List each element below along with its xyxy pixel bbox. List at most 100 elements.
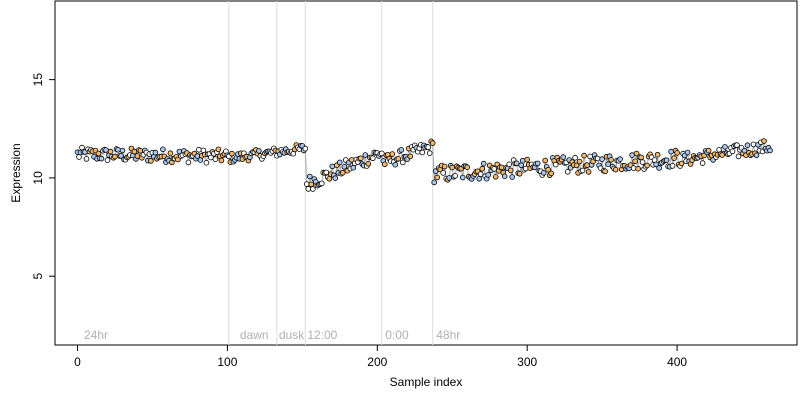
x-tick-label: 300 bbox=[517, 355, 537, 369]
data-point bbox=[587, 153, 593, 160]
timepoint-annotation: dusk bbox=[279, 328, 305, 342]
data-points bbox=[74, 138, 773, 192]
data-point bbox=[498, 164, 505, 171]
data-point bbox=[518, 162, 524, 169]
data-point bbox=[419, 149, 426, 156]
data-point bbox=[552, 161, 559, 168]
data-point bbox=[381, 161, 388, 168]
data-point bbox=[524, 156, 530, 163]
data-point bbox=[632, 158, 638, 165]
data-point bbox=[131, 148, 138, 155]
data-point bbox=[308, 181, 315, 188]
data-point bbox=[729, 148, 736, 155]
data-point bbox=[389, 151, 396, 157]
data-point bbox=[395, 156, 402, 162]
data-point bbox=[599, 156, 605, 162]
data-point bbox=[306, 173, 313, 180]
data-point bbox=[185, 159, 192, 166]
data-point bbox=[548, 170, 554, 177]
data-point bbox=[112, 153, 118, 160]
data-point bbox=[464, 164, 471, 171]
data-point bbox=[506, 161, 513, 168]
data-point bbox=[212, 156, 219, 162]
timepoint-annotation: 24hr bbox=[84, 328, 108, 342]
data-point bbox=[256, 148, 262, 154]
data-point bbox=[699, 160, 706, 166]
data-point bbox=[492, 174, 499, 180]
data-point bbox=[104, 157, 111, 163]
data-point bbox=[440, 170, 447, 176]
y-tick-label: 10 bbox=[31, 171, 45, 185]
data-point bbox=[175, 156, 181, 163]
data-point bbox=[229, 150, 235, 157]
data-point bbox=[76, 154, 82, 160]
timepoint-annotation: 0:00 bbox=[385, 328, 409, 342]
data-point bbox=[167, 150, 174, 157]
data-point bbox=[594, 155, 601, 162]
data-point bbox=[302, 145, 309, 152]
data-point bbox=[617, 156, 623, 162]
data-point bbox=[722, 144, 728, 150]
data-point bbox=[491, 166, 498, 172]
data-point bbox=[407, 153, 414, 160]
timepoint-annotation: 48hr bbox=[436, 328, 460, 342]
data-point bbox=[612, 166, 619, 173]
x-tick-label: 100 bbox=[217, 355, 237, 369]
data-point bbox=[540, 170, 547, 176]
x-tick-label: 200 bbox=[367, 355, 387, 369]
data-point bbox=[579, 167, 586, 174]
data-point bbox=[378, 150, 385, 157]
data-point bbox=[203, 159, 210, 166]
data-point bbox=[744, 142, 751, 149]
data-point bbox=[196, 146, 202, 153]
data-point bbox=[545, 166, 551, 173]
data-point bbox=[399, 159, 406, 166]
data-point bbox=[572, 154, 578, 161]
x-tick-label: 400 bbox=[667, 355, 687, 369]
data-point bbox=[656, 165, 662, 171]
data-point bbox=[501, 173, 508, 180]
data-point bbox=[134, 153, 141, 159]
data-point bbox=[542, 157, 548, 164]
data-point bbox=[365, 161, 372, 167]
data-point bbox=[119, 147, 126, 154]
data-point bbox=[441, 163, 448, 170]
data-point bbox=[103, 147, 109, 153]
vertical-reference-lines bbox=[228, 1, 434, 345]
timepoint-annotation: dawn bbox=[240, 328, 269, 342]
data-point bbox=[674, 150, 680, 156]
data-point bbox=[584, 162, 590, 168]
data-point bbox=[753, 152, 760, 159]
data-point bbox=[215, 146, 222, 153]
data-point bbox=[630, 165, 637, 171]
data-point bbox=[633, 150, 640, 157]
data-point bbox=[115, 147, 121, 153]
data-point bbox=[509, 174, 516, 180]
data-point bbox=[479, 165, 486, 172]
data-point bbox=[605, 161, 611, 168]
data-point bbox=[735, 153, 742, 160]
data-point bbox=[329, 163, 336, 170]
data-point bbox=[705, 147, 712, 154]
data-point bbox=[477, 171, 484, 177]
data-point bbox=[560, 154, 566, 160]
x-tick-label: 0 bbox=[74, 355, 81, 369]
y-axis: 5 10 15 bbox=[31, 73, 55, 280]
data-point bbox=[581, 152, 587, 159]
data-point bbox=[734, 142, 740, 148]
data-point bbox=[644, 162, 650, 169]
data-point bbox=[218, 157, 225, 164]
data-point bbox=[318, 180, 325, 187]
data-point bbox=[431, 179, 438, 186]
data-point bbox=[654, 151, 661, 158]
data-point bbox=[98, 155, 105, 162]
timepoint-annotation: 12:00 bbox=[307, 328, 337, 342]
data-point bbox=[369, 155, 376, 162]
data-point bbox=[426, 150, 433, 156]
timepoint-annotations: 24hr dawn dusk 12:00 0:00 48hr bbox=[84, 328, 460, 342]
data-point bbox=[429, 140, 436, 146]
data-point bbox=[459, 174, 466, 181]
data-point bbox=[585, 169, 592, 175]
data-point bbox=[516, 171, 523, 177]
